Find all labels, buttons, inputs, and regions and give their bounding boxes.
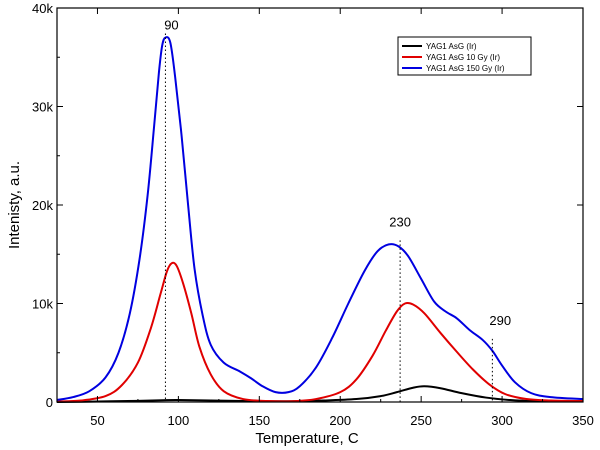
legend-label-3: YAG1 AsG 150 Gy (Ir) (426, 64, 505, 73)
axis-layer: 50 100 150 200 250 300 350 0 10k 20k 30k 40k (32, 1, 594, 428)
series-layer (56, 36, 584, 403)
y-tick-label-30000: 30k (32, 100, 53, 115)
peak-label-1: 90 (164, 18, 178, 33)
x-axis-title: Temperature, C (255, 430, 359, 447)
peak-label-2: 230 (389, 214, 411, 229)
y-tick-label-10000: 10k (32, 297, 53, 312)
y-axis-title: Intenisty, a.u. (6, 161, 23, 249)
x-tick-label-250: 250 (410, 413, 432, 428)
y-tick-label-40000: 40k (32, 1, 53, 16)
y-tick-label-0: 0 (46, 395, 53, 410)
x-tick-label-350: 350 (572, 413, 594, 428)
series-line-1 (56, 385, 584, 403)
annotation-layer: 90 230 290 (164, 18, 511, 402)
series-line-3 (56, 36, 584, 402)
peak-label-3: 290 (489, 313, 511, 328)
series-line-2 (56, 261, 584, 403)
legend: YAG1 AsG (Ir) YAG1 AsG 10 Gy (Ir) YAG1 AsG… (397, 36, 532, 76)
legend-label-1: YAG1 AsG (Ir) (426, 42, 477, 51)
x-tick-label-300: 300 (491, 413, 513, 428)
x-tick-label-200: 200 (329, 413, 351, 428)
y-tick-label-20000: 20k (32, 198, 53, 213)
x-tick-label-150: 150 (248, 413, 270, 428)
x-tick-label-100: 100 (168, 413, 190, 428)
x-tick-label-50: 50 (90, 413, 104, 428)
legend-label-2: YAG1 AsG 10 Gy (Ir) (426, 53, 500, 62)
